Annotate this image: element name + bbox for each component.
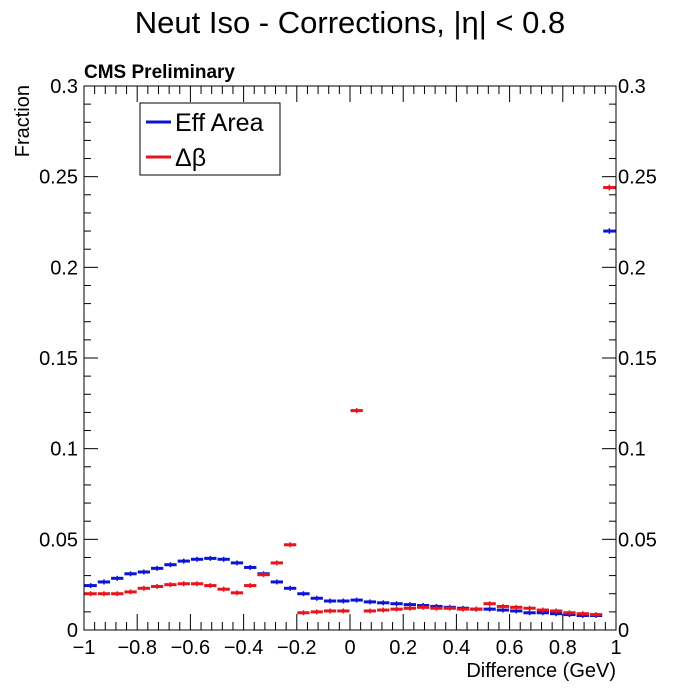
x-axis-ticks: −1 −0.8 −0.6 −0.4 −0.2 0 0.2 0.4 0.6 0.8 1 (73, 86, 622, 659)
y-tick-label-left: 0.05 (39, 529, 78, 551)
legend: Eff Area Δβ (139, 102, 281, 176)
y-tick-label-right: 0.05 (618, 529, 657, 551)
legend-box (139, 102, 281, 176)
x-tick-label: −1 (73, 637, 96, 659)
y-tick-label-left: 0.15 (39, 348, 78, 370)
x-tick-label: −0.6 (171, 637, 210, 659)
x-tick-label: 1 (610, 637, 621, 659)
y-axis-ticks: 0 0 0.05 0.05 0.1 0.1 0.15 0.15 0.2 0.2 0.25 0.25 0.… (39, 76, 657, 642)
y-tick-label-left: 0 (67, 620, 78, 642)
x-tick-label: 0.8 (549, 637, 577, 659)
y-tick-label-left: 0.3 (50, 76, 78, 98)
x-tick-label: −0.4 (224, 637, 263, 659)
y-tick-label-right: 0.2 (618, 257, 646, 279)
y-tick-label-left: 0.25 (39, 167, 78, 189)
legend-label-delta-beta: Δβ (175, 144, 206, 172)
y-tick-label-left: 0.2 (50, 257, 78, 279)
x-tick-label: 0.2 (389, 637, 417, 659)
y-tick-label-right: 0 (618, 620, 629, 642)
x-tick-label: −0.2 (277, 637, 316, 659)
y-tick-label-left: 0.1 (50, 439, 78, 461)
x-tick-label: −0.8 (117, 637, 156, 659)
y-tick-label-right: 0.25 (618, 167, 657, 189)
x-tick-label: 0.6 (496, 637, 524, 659)
y-tick-label-right: 0.1 (618, 439, 646, 461)
series-delta-beta (84, 184, 616, 618)
series-layer (84, 184, 616, 618)
x-tick-label: 0.4 (442, 637, 470, 659)
y-axis-title: Fraction (12, 85, 34, 157)
cms-label: CMS Preliminary (84, 62, 235, 83)
chart-title: Neut Iso - Corrections, |η| < 0.8 (135, 5, 566, 40)
x-tick-label: 0 (344, 637, 355, 659)
y-tick-label-right: 0.3 (618, 76, 646, 98)
y-tick-label-right: 0.15 (618, 348, 657, 370)
legend-label-eff-area: Eff Area (175, 109, 264, 137)
x-axis-title: Difference (GeV) (466, 660, 616, 682)
series-eff-area (84, 228, 616, 618)
